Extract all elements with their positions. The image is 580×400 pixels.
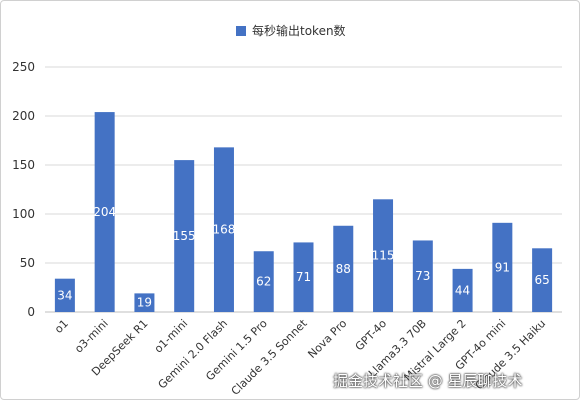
x-tick-label: Nova Pro — [305, 317, 349, 361]
bar — [412, 240, 433, 312]
bar — [213, 147, 234, 312]
data-label: 88 — [336, 262, 351, 276]
watermark: 掘金技术社区 @ 星辰聊技术 — [333, 372, 523, 390]
x-tick-label: o3-mini — [72, 317, 111, 356]
bar — [54, 278, 75, 312]
data-label: 168 — [213, 223, 236, 237]
data-label: 73 — [415, 269, 430, 283]
data-label: 91 — [495, 260, 510, 274]
bar — [532, 248, 553, 312]
x-tick-label: o1-mini — [152, 317, 191, 356]
bar — [373, 199, 394, 312]
bar — [134, 293, 155, 312]
bar — [492, 222, 513, 312]
x-tick-label: GPT-4o — [353, 317, 390, 354]
data-label: 44 — [455, 283, 470, 297]
x-tick-label: o1 — [52, 317, 71, 336]
bar — [253, 251, 274, 312]
y-tick-label: 0 — [27, 305, 35, 319]
data-label: 71 — [296, 270, 311, 284]
bar — [452, 268, 473, 312]
data-label: 19 — [137, 296, 152, 310]
y-tick-label: 100 — [12, 207, 35, 221]
data-label: 65 — [534, 273, 549, 287]
data-label: 62 — [256, 275, 271, 289]
y-tick-label: 50 — [20, 256, 35, 270]
legend-label: 每秒输出token数 — [252, 23, 346, 38]
bar — [333, 225, 354, 312]
bar — [174, 160, 195, 312]
y-tick-label: 250 — [12, 60, 35, 74]
y-tick-label: 150 — [12, 158, 35, 172]
data-label: 34 — [57, 288, 72, 302]
bar — [94, 112, 115, 312]
bar — [293, 242, 314, 312]
x-tick-label: Gemini 2.0 Flash — [156, 317, 231, 392]
x-tick-label: Claude 3.5 Sonnet — [229, 316, 310, 397]
legend-swatch — [236, 26, 246, 36]
data-label: 204 — [93, 205, 116, 219]
data-label: 115 — [372, 249, 395, 263]
y-tick-label: 200 — [12, 109, 35, 123]
data-label: 155 — [173, 229, 196, 243]
